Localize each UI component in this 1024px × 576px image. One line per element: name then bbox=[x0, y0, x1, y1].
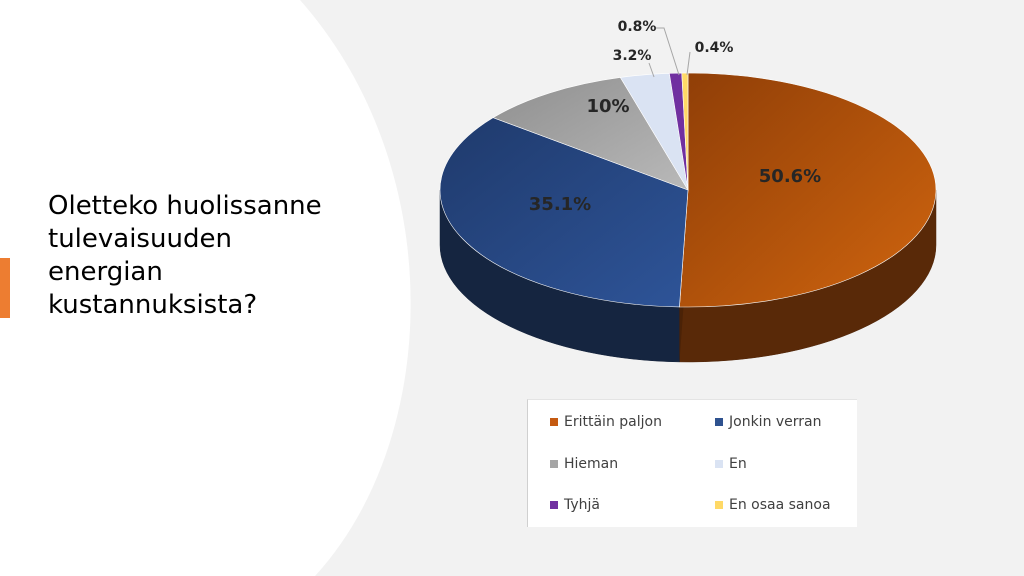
data-label-4: 0.8% bbox=[618, 19, 657, 35]
legend-item-5: En osaa sanoa bbox=[715, 497, 831, 513]
pie-slice-1 bbox=[439, 117, 689, 308]
legend-swatch-0 bbox=[550, 418, 558, 426]
legend-swatch-4 bbox=[550, 501, 558, 509]
leader-line-3 bbox=[648, 62, 655, 78]
data-label-3: 3.2% bbox=[613, 48, 652, 64]
legend-label-1: Jonkin verran bbox=[729, 414, 822, 430]
data-label-1: 35.1% bbox=[529, 194, 591, 215]
legend-swatch-5 bbox=[715, 501, 723, 509]
slide-title: Oletteko huolissanne tulevaisuuden energ… bbox=[48, 191, 322, 320]
leader-line-5 bbox=[686, 51, 691, 76]
legend-swatch-1 bbox=[715, 418, 723, 426]
legend-label-2: Hieman bbox=[564, 456, 619, 472]
legend-label-0: Erittäin paljon bbox=[564, 414, 662, 430]
pie-slice-0 bbox=[679, 72, 937, 308]
legend-label-3: En bbox=[729, 456, 747, 472]
legend-label-4: Tyhjä bbox=[564, 497, 600, 513]
accent-bar bbox=[0, 258, 10, 318]
legend-item-1: Jonkin verran bbox=[715, 414, 822, 430]
slide-white-panel bbox=[0, 0, 411, 576]
legend-item-0: Erittäin paljon bbox=[550, 414, 662, 430]
legend-item-4: Tyhjä bbox=[550, 497, 600, 513]
pie-slice-2 bbox=[492, 77, 689, 191]
data-label-2: 10% bbox=[586, 96, 629, 117]
legend-item-2: Hieman bbox=[550, 456, 618, 472]
data-label-5: 0.4% bbox=[695, 40, 734, 56]
pie-slice-5 bbox=[681, 72, 689, 191]
data-label-0: 50.6% bbox=[759, 166, 821, 187]
legend-swatch-2 bbox=[550, 460, 558, 468]
legend-swatch-3 bbox=[715, 460, 723, 468]
leader-line-4 bbox=[655, 27, 680, 76]
legend-label-5: En osaa sanoa bbox=[729, 497, 831, 513]
legend-item-3: En bbox=[715, 456, 747, 472]
chart-legend: Erittäin paljon Jonkin verran Hieman En Tyhj… bbox=[527, 399, 857, 527]
